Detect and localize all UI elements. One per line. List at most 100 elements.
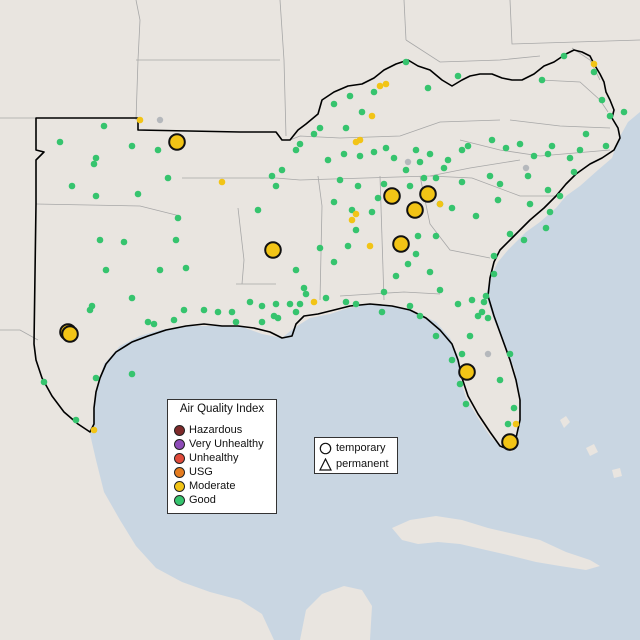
monitor-dot-good[interactable] [286,300,294,308]
monitor-dot-good[interactable] [352,300,360,308]
monitor-dot-moderate[interactable] [352,210,360,218]
monitor-dot-good[interactable] [546,208,554,216]
monitor-temporary-moderate[interactable] [458,363,476,381]
monitor-dot-good[interactable] [370,148,378,156]
monitor-dot-good[interactable] [336,176,344,184]
monitor-dot-good[interactable] [542,224,550,232]
monitor-dot-good[interactable] [456,380,464,388]
monitor-dot-moderate[interactable] [376,82,384,90]
monitor-dot-unavailable[interactable] [404,158,412,166]
monitor-dot-good[interactable] [602,142,610,150]
monitor-dot-good[interactable] [576,146,584,154]
monitor-dot-good[interactable] [274,314,282,322]
monitor-dot-good[interactable] [468,296,476,304]
monitor-dot-good[interactable] [174,214,182,222]
monitor-dot-good[interactable] [128,370,136,378]
monitor-dot-good[interactable] [296,140,304,148]
monitor-dot-good[interactable] [354,182,362,190]
monitor-dot-good[interactable] [272,182,280,190]
monitor-dot-good[interactable] [458,178,466,186]
monitor-dot-unavailable[interactable] [522,164,530,172]
monitor-dot-good[interactable] [416,312,424,320]
monitor-dot-good[interactable] [316,244,324,252]
monitor-dot-good[interactable] [154,146,162,154]
monitor-dot-good[interactable] [570,168,578,176]
monitor-dot-good[interactable] [272,300,280,308]
monitor-dot-good[interactable] [448,356,456,364]
monitor-dot-good[interactable] [426,268,434,276]
monitor-dot-good[interactable] [406,182,414,190]
monitor-dot-good[interactable] [486,172,494,180]
monitor-dot-good[interactable] [414,232,422,240]
monitor-dot-good[interactable] [432,332,440,340]
monitor-dot-good[interactable] [246,298,254,306]
monitor-dot-good[interactable] [86,306,94,314]
monitor-dot-good[interactable] [538,76,546,84]
monitor-dot-good[interactable] [412,250,420,258]
monitor-dot-good[interactable] [478,308,486,316]
monitor-dot-good[interactable] [344,242,352,250]
monitor-dot-good[interactable] [488,136,496,144]
monitor-temporary-moderate[interactable] [61,325,79,343]
monitor-dot-good[interactable] [72,416,80,424]
monitor-dot-good[interactable] [92,374,100,382]
monitor-dot-good[interactable] [412,146,420,154]
monitor-dot-good[interactable] [402,166,410,174]
monitor-dot-moderate[interactable] [436,200,444,208]
monitor-dot-good[interactable] [606,112,614,120]
monitor-dot-good[interactable] [380,180,388,188]
monitor-dot-good[interactable] [182,264,190,272]
monitor-dot-good[interactable] [390,154,398,162]
monitor-dot-moderate[interactable] [218,178,226,186]
monitor-dot-good[interactable] [544,186,552,194]
monitor-dot-good[interactable] [144,318,152,326]
monitor-dot-good[interactable] [494,196,502,204]
monitor-dot-good[interactable] [68,182,76,190]
monitor-dot-good[interactable] [292,266,300,274]
monitor-dot-good[interactable] [156,266,164,274]
monitor-dot-good[interactable] [342,298,350,306]
monitor-dot-good[interactable] [484,314,492,322]
monitor-dot-good[interactable] [582,130,590,138]
monitor-dot-good[interactable] [352,226,360,234]
monitor-dot-good[interactable] [454,300,462,308]
monitor-dot-good[interactable] [520,236,528,244]
monitor-dot-good[interactable] [530,152,538,160]
monitor-dot-moderate[interactable] [352,138,360,146]
monitor-dot-good[interactable] [502,144,510,152]
monitor-dot-moderate[interactable] [136,116,144,124]
monitor-dot-good[interactable] [330,198,338,206]
monitor-dot-good[interactable] [128,142,136,150]
monitor-dot-good[interactable] [526,200,534,208]
monitor-dot-good[interactable] [462,400,470,408]
monitor-dot-good[interactable] [382,144,390,152]
monitor-dot-good[interactable] [392,272,400,280]
monitor-dot-good[interactable] [454,72,462,80]
monitor-dot-good[interactable] [472,212,480,220]
monitor-dot-good[interactable] [56,138,64,146]
monitor-dot-good[interactable] [402,58,410,66]
monitor-dot-good[interactable] [310,130,318,138]
monitor-dot-good[interactable] [490,270,498,278]
monitor-dot-good[interactable] [464,142,472,150]
monitor-dot-good[interactable] [404,260,412,268]
monitor-dot-unavailable[interactable] [156,116,164,124]
monitor-dot-good[interactable] [566,154,574,162]
monitor-dot-good[interactable] [466,332,474,340]
monitor-dot-good[interactable] [432,174,440,182]
monitor-dot-good[interactable] [544,150,552,158]
monitor-dot-good[interactable] [458,350,466,358]
monitor-dot-good[interactable] [458,146,466,154]
monitor-dot-good[interactable] [496,376,504,384]
monitor-dot-good[interactable] [92,154,100,162]
monitor-dot-good[interactable] [232,318,240,326]
monitor-dot-moderate[interactable] [382,80,390,88]
monitor-dot-good[interactable] [368,208,376,216]
monitor-dot-good[interactable] [292,146,300,154]
monitor-dot-good[interactable] [258,302,266,310]
monitor-dot-good[interactable] [330,100,338,108]
monitor-dot-good[interactable] [258,318,266,326]
monitor-dot-good[interactable] [480,298,488,306]
monitor-dot-good[interactable] [170,316,178,324]
monitor-dot-good[interactable] [496,180,504,188]
